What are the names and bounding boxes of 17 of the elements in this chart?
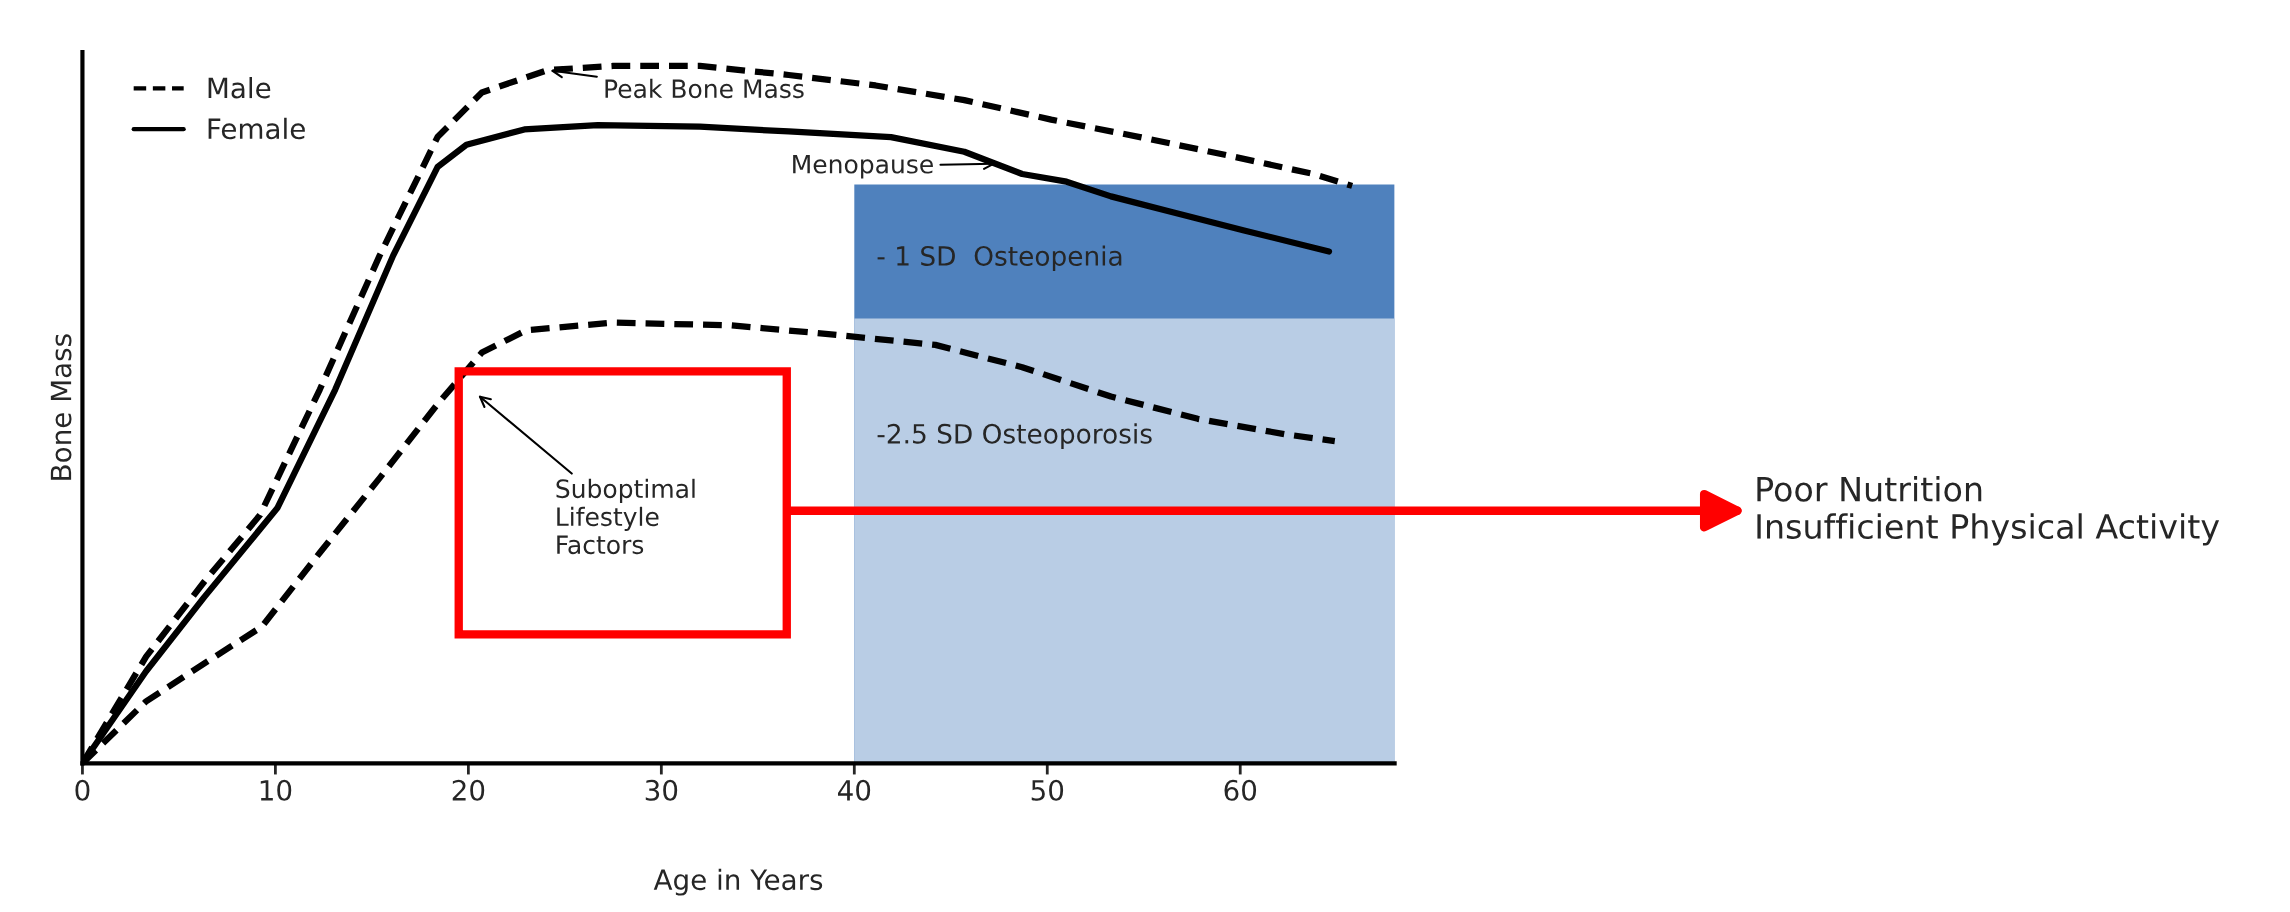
y-axis-title: Bone Mass bbox=[50, 334, 72, 480]
legend-label: Female bbox=[208, 117, 305, 140]
annotation: Suboptimal Lifestyle Factors bbox=[556, 478, 695, 555]
x-axis-title: Age in Years bbox=[653, 868, 823, 896]
x-tick-label: 60 bbox=[1224, 779, 1257, 801]
x-tick-label: 10 bbox=[260, 779, 292, 801]
x-tick-label: 30 bbox=[645, 779, 678, 801]
annotation: Menopause bbox=[793, 155, 933, 179]
x-tick-label: 0 bbox=[75, 779, 90, 801]
annotation: Peak Bone Mass bbox=[605, 78, 804, 99]
x-tick-label: 40 bbox=[837, 779, 871, 801]
legend-label: Male bbox=[208, 76, 271, 99]
x-tick-label: 50 bbox=[1031, 779, 1064, 801]
text: Poor Nutrition Insufficient Physical Activity bbox=[1757, 475, 2220, 546]
annotation: -2.5 SD Osteoporosis bbox=[877, 423, 1152, 449]
annotation: - 1 SD Osteopenia bbox=[877, 245, 1122, 272]
x-tick-label: 20 bbox=[452, 779, 485, 801]
